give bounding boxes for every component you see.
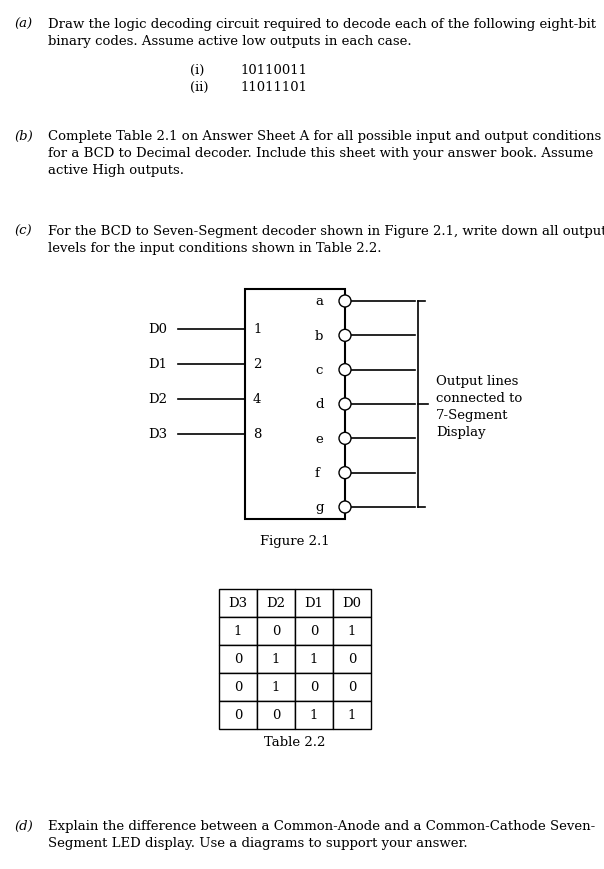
Bar	[333, 646, 371, 673]
Text: 10110011: 10110011	[240, 64, 307, 77]
Text: Output lines: Output lines	[436, 375, 518, 388]
Bar	[257, 646, 295, 673]
Text: Display: Display	[436, 426, 486, 439]
Circle shape	[339, 364, 351, 376]
Text: (b): (b)	[14, 129, 33, 143]
Text: 0: 0	[348, 680, 356, 693]
Bar	[257, 589, 295, 617]
Text: Segment LED display. Use a diagrams to support your answer.: Segment LED display. Use a diagrams to s…	[48, 836, 467, 849]
Text: 0: 0	[272, 709, 280, 721]
Text: D2: D2	[148, 393, 167, 406]
Text: (d): (d)	[14, 819, 33, 832]
Text: 0: 0	[234, 709, 242, 721]
Text: 1: 1	[348, 625, 356, 638]
Text: 0: 0	[234, 680, 242, 693]
Bar	[333, 673, 371, 701]
Text: Draw the logic decoding circuit required to decode each of the following eight-b: Draw the logic decoding circuit required…	[48, 18, 596, 31]
Bar	[333, 617, 371, 646]
Bar	[295, 617, 333, 646]
Text: 1: 1	[272, 680, 280, 693]
Text: D2: D2	[266, 597, 286, 610]
Text: Figure 2.1: Figure 2.1	[260, 534, 330, 547]
Text: 2: 2	[253, 358, 262, 371]
Bar	[245, 289, 345, 520]
Text: D0: D0	[342, 597, 362, 610]
Bar	[257, 701, 295, 729]
Text: (a): (a)	[14, 18, 32, 31]
Text: 1: 1	[272, 653, 280, 666]
Text: d: d	[315, 398, 324, 411]
Bar	[219, 673, 257, 701]
Text: 7-Segment: 7-Segment	[436, 408, 509, 421]
Text: 0: 0	[310, 680, 318, 693]
Circle shape	[339, 399, 351, 410]
Text: D1: D1	[304, 597, 324, 610]
Text: b: b	[315, 329, 323, 342]
Text: 1: 1	[253, 323, 262, 336]
Circle shape	[339, 330, 351, 342]
Text: g: g	[315, 501, 324, 514]
Text: D1: D1	[148, 358, 167, 371]
Text: e: e	[315, 433, 323, 445]
Text: for a BCD to Decimal decoder. Include this sheet with your answer book. Assume: for a BCD to Decimal decoder. Include th…	[48, 147, 593, 160]
Bar	[295, 589, 333, 617]
Circle shape	[339, 468, 351, 479]
Text: (ii): (ii)	[190, 81, 208, 94]
Text: (i): (i)	[190, 64, 204, 77]
Circle shape	[339, 433, 351, 445]
Text: 0: 0	[348, 653, 356, 666]
Bar	[257, 673, 295, 701]
Text: 1: 1	[234, 625, 242, 638]
Text: D3: D3	[148, 428, 167, 441]
Text: Table 2.2: Table 2.2	[265, 735, 326, 748]
Text: 1: 1	[310, 653, 318, 666]
Bar	[219, 701, 257, 729]
Bar	[219, 646, 257, 673]
Text: 8: 8	[253, 428, 262, 441]
Text: 1: 1	[348, 709, 356, 721]
Bar	[257, 617, 295, 646]
Text: D3: D3	[228, 597, 248, 610]
Text: 1: 1	[310, 709, 318, 721]
Text: 4: 4	[253, 393, 262, 406]
Bar	[219, 589, 257, 617]
Text: Explain the difference between a Common-Anode and a Common-Cathode Seven-: Explain the difference between a Common-…	[48, 819, 596, 832]
Text: 0: 0	[234, 653, 242, 666]
Text: active High outputs.: active High outputs.	[48, 164, 184, 176]
Text: c: c	[315, 364, 323, 377]
Bar	[333, 589, 371, 617]
Bar	[333, 701, 371, 729]
Text: binary codes. Assume active low outputs in each case.: binary codes. Assume active low outputs …	[48, 35, 411, 48]
Bar	[295, 701, 333, 729]
Bar	[295, 646, 333, 673]
Bar	[295, 673, 333, 701]
Text: 0: 0	[310, 625, 318, 638]
Text: levels for the input conditions shown in Table 2.2.: levels for the input conditions shown in…	[48, 242, 382, 255]
Bar	[219, 617, 257, 646]
Text: a: a	[315, 295, 323, 308]
Text: connected to: connected to	[436, 392, 522, 405]
Text: D0: D0	[148, 323, 167, 336]
Circle shape	[339, 295, 351, 308]
Text: f: f	[315, 467, 320, 480]
Circle shape	[339, 501, 351, 514]
Text: For the BCD to Seven-Segment decoder shown in Figure 2.1, write down all output: For the BCD to Seven-Segment decoder sho…	[48, 225, 604, 238]
Text: 11011101: 11011101	[240, 81, 307, 94]
Text: 0: 0	[272, 625, 280, 638]
Text: Complete Table 2.1 on Answer Sheet A for all possible input and output condition: Complete Table 2.1 on Answer Sheet A for…	[48, 129, 601, 143]
Text: (c): (c)	[14, 225, 31, 238]
